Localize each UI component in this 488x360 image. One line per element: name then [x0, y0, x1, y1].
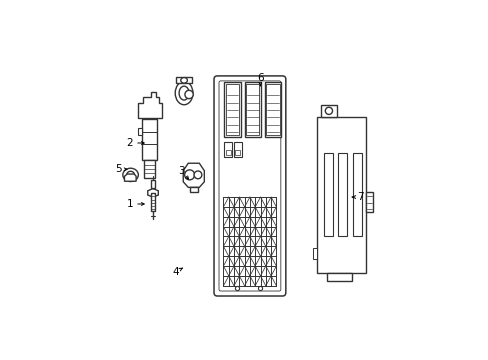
Ellipse shape — [194, 171, 202, 179]
Bar — [142, 120, 157, 159]
Bar — [338, 153, 346, 236]
Polygon shape — [183, 163, 204, 187]
Ellipse shape — [175, 81, 193, 105]
FancyBboxPatch shape — [219, 81, 280, 291]
Ellipse shape — [126, 171, 134, 179]
Polygon shape — [138, 92, 162, 118]
Bar — [235, 150, 240, 156]
Polygon shape — [124, 174, 136, 181]
Bar — [189, 187, 198, 192]
Bar — [365, 192, 373, 212]
Text: 7: 7 — [356, 192, 363, 202]
Bar — [150, 193, 155, 211]
Bar — [224, 141, 232, 157]
Bar — [225, 84, 239, 135]
Bar — [138, 128, 142, 135]
Bar — [245, 84, 259, 135]
Bar — [233, 141, 241, 157]
Text: 5: 5 — [115, 164, 121, 174]
Bar — [317, 117, 365, 273]
Polygon shape — [147, 189, 158, 197]
Ellipse shape — [184, 170, 194, 180]
Bar — [352, 153, 361, 236]
Bar — [225, 150, 230, 156]
Bar — [264, 82, 281, 138]
Bar — [324, 153, 332, 236]
Ellipse shape — [122, 168, 138, 181]
Text: 1: 1 — [126, 199, 133, 209]
Bar — [144, 159, 155, 177]
Text: 2: 2 — [126, 138, 133, 148]
Bar — [150, 180, 155, 188]
Ellipse shape — [184, 90, 193, 99]
Bar — [266, 84, 279, 135]
Bar — [321, 105, 336, 117]
Bar — [224, 82, 241, 138]
Bar — [175, 77, 192, 84]
Text: 3: 3 — [178, 166, 184, 176]
Ellipse shape — [179, 86, 189, 100]
FancyBboxPatch shape — [214, 76, 285, 296]
Bar — [312, 248, 317, 260]
Text: 6: 6 — [257, 73, 263, 83]
Ellipse shape — [325, 107, 332, 114]
Bar — [326, 273, 351, 281]
Text: 4: 4 — [172, 267, 179, 277]
Ellipse shape — [181, 77, 187, 83]
Bar — [244, 82, 261, 138]
